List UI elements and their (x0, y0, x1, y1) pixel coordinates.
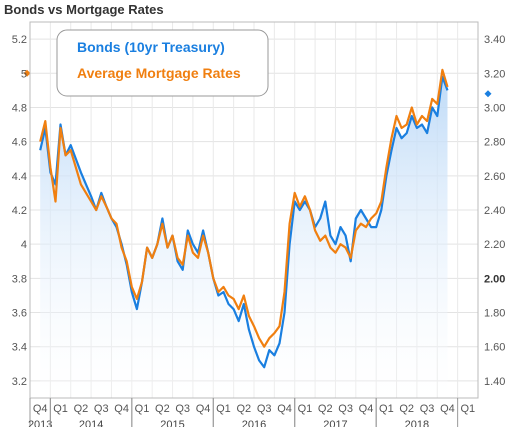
x-quarter-label: Q4 (440, 403, 455, 415)
y-left-tick-label: 3.8 (12, 273, 27, 285)
y-right-tick-label: 3.00 (484, 102, 505, 114)
x-quarter-label: Q2 (74, 403, 89, 415)
x-quarter-label: Q1 (135, 403, 150, 415)
x-quarter-label: Q1 (216, 403, 231, 415)
x-quarter-label: Q4 (359, 403, 374, 415)
y-right-tick-label: 3.20 (484, 68, 505, 80)
axes: 3.2 3.4 3.6 3.8 4 4.2 4.4 4.6 4.8 5 5.2 1.40 1.60 1.8… (12, 21, 505, 427)
y-right-tick-label: 3.40 (484, 34, 505, 46)
bonds-end-marker (484, 90, 492, 98)
y-right-tick-label: 2.20 (484, 239, 505, 251)
y-right-tick-label: 2.40 (484, 205, 505, 217)
x-quarter-label: Q4 (33, 403, 48, 415)
legend-box (56, 29, 269, 97)
y-left-tick-label: 4.8 (12, 102, 27, 114)
y-left-tick-label: 3.6 (12, 308, 27, 320)
x-quarter-label: Q3 (338, 403, 353, 415)
x-quarter-label: Q1 (379, 403, 394, 415)
x-quarter-label: Q1 (460, 403, 475, 415)
bonds-area (40, 76, 448, 398)
x-quarter-label: Q4 (196, 403, 211, 415)
series-lines (23, 68, 492, 369)
mortgage-end-marker (23, 69, 31, 77)
y-left-tick-label: 4.4 (12, 171, 27, 183)
x-quarter-label: Q1 (53, 403, 68, 415)
x-quarter-label: Q4 (277, 403, 292, 415)
legend-entry: Bonds (10yr Treasury) (77, 39, 225, 55)
y-right-tick-label: 1.80 (484, 308, 505, 320)
legend-entry: Average Mortgage Rates (77, 65, 241, 81)
y-right-tick-label: 1.40 (484, 376, 505, 388)
y-right-tick-label: 2.60 (484, 171, 505, 183)
y-right-tick-label: 2.80 (484, 137, 505, 149)
x-year-label: 2018 (405, 419, 429, 427)
y-left-tick-label: 3.4 (12, 342, 27, 354)
plot-border (29, 21, 479, 399)
y-left-tick-label: 5.2 (12, 34, 27, 46)
chart-title: Bonds vs Mortgage Rates (4, 2, 164, 17)
x-quarter-label: Q3 (257, 403, 272, 415)
y-left-tick-label: 4 (21, 239, 27, 251)
x-quarter-label: Q3 (175, 403, 190, 415)
area-fill (40, 76, 448, 398)
mortgage-line (39, 68, 449, 348)
x-year-label: 2013 (28, 419, 52, 427)
x-quarter-label: Q3 (94, 403, 109, 415)
y-right-tick-label: 2.00 (484, 273, 505, 285)
x-quarter-label: Q3 (420, 403, 435, 415)
x-quarter-label: Q2 (318, 403, 333, 415)
y-left-tick-label: 3.2 (12, 376, 27, 388)
x-quarter-label: Q2 (236, 403, 251, 415)
y-right-tick-label: 1.60 (484, 342, 505, 354)
x-year-label: 2015 (160, 419, 184, 427)
x-quarter-label: Q2 (155, 403, 170, 415)
y-left-tick-label: 5 (21, 68, 27, 80)
x-quarter-label: Q1 (298, 403, 313, 415)
x-quarter-label: Q4 (114, 403, 129, 415)
y-left-tick-label: 4.6 (12, 137, 27, 149)
x-year-label: 2014 (79, 419, 103, 427)
x-year-label: 2016 (242, 419, 266, 427)
y-left-tick-label: 4.2 (12, 205, 27, 217)
x-quarter-label: Q2 (399, 403, 414, 415)
x-year-label: 2017 (323, 419, 347, 427)
legend: Bonds (10yr Treasury) Average Mortgage Ra… (56, 29, 269, 97)
